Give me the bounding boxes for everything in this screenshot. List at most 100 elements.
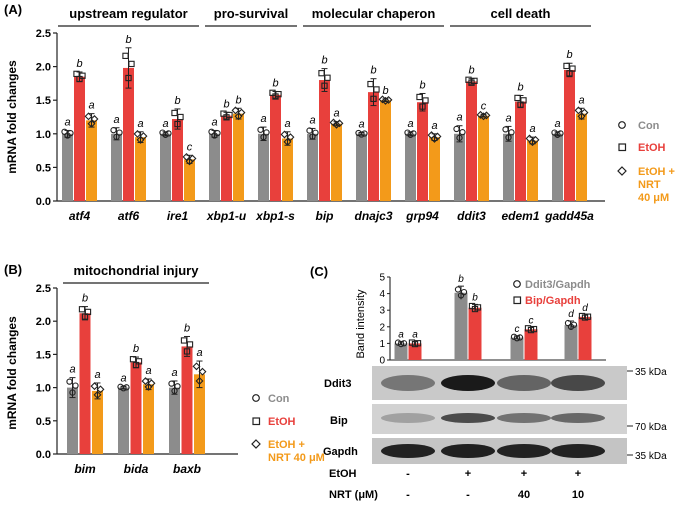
data-point [113, 133, 120, 140]
category-label: gadd45a [544, 209, 594, 223]
bar [454, 133, 465, 201]
bar [130, 362, 142, 454]
data-point [61, 128, 68, 135]
nrt-value: - [406, 489, 410, 501]
c-significance-letter: b [472, 292, 478, 303]
data-point [557, 130, 564, 137]
data-point [93, 390, 102, 399]
c-bar [524, 329, 538, 360]
c-significance-letter: b [458, 274, 464, 285]
panel-c-ylabel: Band intensity [355, 289, 367, 359]
blot-band [441, 444, 495, 458]
c-data-point [564, 319, 572, 327]
data-point [198, 367, 207, 376]
data-point [120, 385, 127, 392]
significance-letter: a [120, 372, 126, 384]
category-label: xbp1-u [206, 209, 247, 223]
data-point [361, 130, 368, 137]
data-point [381, 96, 390, 105]
c-bar [468, 307, 482, 360]
bar [466, 81, 477, 201]
significance-letter: a [554, 118, 560, 130]
data-point [416, 93, 423, 101]
data-point [123, 384, 130, 391]
significance-letter: b [133, 343, 139, 355]
panel-b-chart: 0.00.51.01.52.02.5ababimababidaababaxbmi… [36, 263, 238, 476]
significance-letter: a [505, 112, 511, 124]
c-significance-letter: d [582, 303, 588, 314]
significance-letter: a [137, 118, 143, 130]
panel-c-legend: Ddit3/Gapdh Bip/Gapdh [513, 279, 591, 307]
significance-letter: a [113, 114, 119, 126]
legend-c-ddit3-label: Ddit3/Gapdh [525, 279, 591, 291]
data-point [192, 362, 201, 371]
category-label: bim [74, 462, 96, 476]
significance-letter: b [517, 81, 523, 93]
significance-letter: c [481, 100, 487, 112]
bar [86, 120, 97, 201]
c-data-point [414, 340, 422, 347]
significance-letter: a [333, 108, 339, 120]
data-point [72, 382, 79, 389]
blot-band [497, 444, 551, 458]
bar [258, 133, 269, 201]
data-point [280, 130, 289, 139]
data-point [321, 82, 328, 89]
data-point [128, 60, 135, 68]
y-tick-label: 2.0 [36, 316, 51, 328]
c-y-tick-label: 1 [379, 339, 385, 350]
panel-a-chart: 0.00.51.01.52.02.5abaatf4abaatf6abcire1a… [36, 6, 605, 223]
data-point [183, 348, 191, 355]
data-point [335, 119, 344, 128]
c-y-tick-label: 4 [379, 289, 385, 300]
data-point [309, 133, 316, 140]
c-data-point [513, 335, 521, 342]
data-point [471, 77, 478, 84]
legend-con-label: Con [638, 120, 660, 132]
bar [515, 101, 526, 201]
bar [209, 133, 220, 201]
y-tick-label: 1.5 [36, 95, 51, 107]
data-point [433, 132, 442, 141]
significance-letter: a [358, 118, 364, 130]
panel-b-legend: Con EtOH EtOH + NRT 40 μM [251, 393, 325, 464]
category-label: dnajc3 [354, 209, 392, 223]
significance-letter: a [211, 116, 217, 128]
nrt-value: - [466, 489, 470, 501]
blot-band [381, 444, 435, 458]
data-point [171, 387, 178, 395]
bar [282, 138, 293, 201]
etoh-value: + [465, 468, 471, 480]
significance-letter: a [529, 123, 535, 135]
bar [79, 313, 91, 454]
data-point [329, 118, 338, 127]
bar [62, 133, 73, 201]
data-point [355, 129, 362, 137]
significance-letter: a [284, 118, 290, 130]
significance-letter: a [145, 365, 151, 377]
data-point [407, 131, 414, 138]
bar [160, 133, 171, 201]
legend-c-bip-marker [513, 296, 522, 305]
bar [233, 113, 244, 201]
data-point [306, 127, 313, 134]
panel-c-chart: 0 1 2 3 4 5 a a bb cc dd [379, 273, 606, 367]
data-point [214, 129, 221, 137]
data-point [168, 380, 175, 387]
legend-etoh-label: EtOH [638, 142, 666, 154]
bar [478, 115, 489, 201]
data-point [139, 132, 148, 141]
western-blot: Ddit3 Bip Gapdh 35 kDa 70 kDa 35 kDa EtO… [323, 366, 667, 501]
c-data-point [474, 304, 482, 311]
y-tick-label: 1.0 [36, 383, 51, 395]
c-data-point [454, 286, 462, 293]
significance-letter: a [260, 113, 266, 125]
legend-b-con-label: Con [268, 393, 290, 405]
bar [503, 133, 514, 201]
bar [92, 390, 103, 454]
data-point [332, 120, 341, 129]
blot-label-bip: Bip [330, 415, 348, 427]
bar [429, 137, 440, 201]
data-point [574, 106, 583, 115]
significance-letter: a [64, 116, 70, 128]
